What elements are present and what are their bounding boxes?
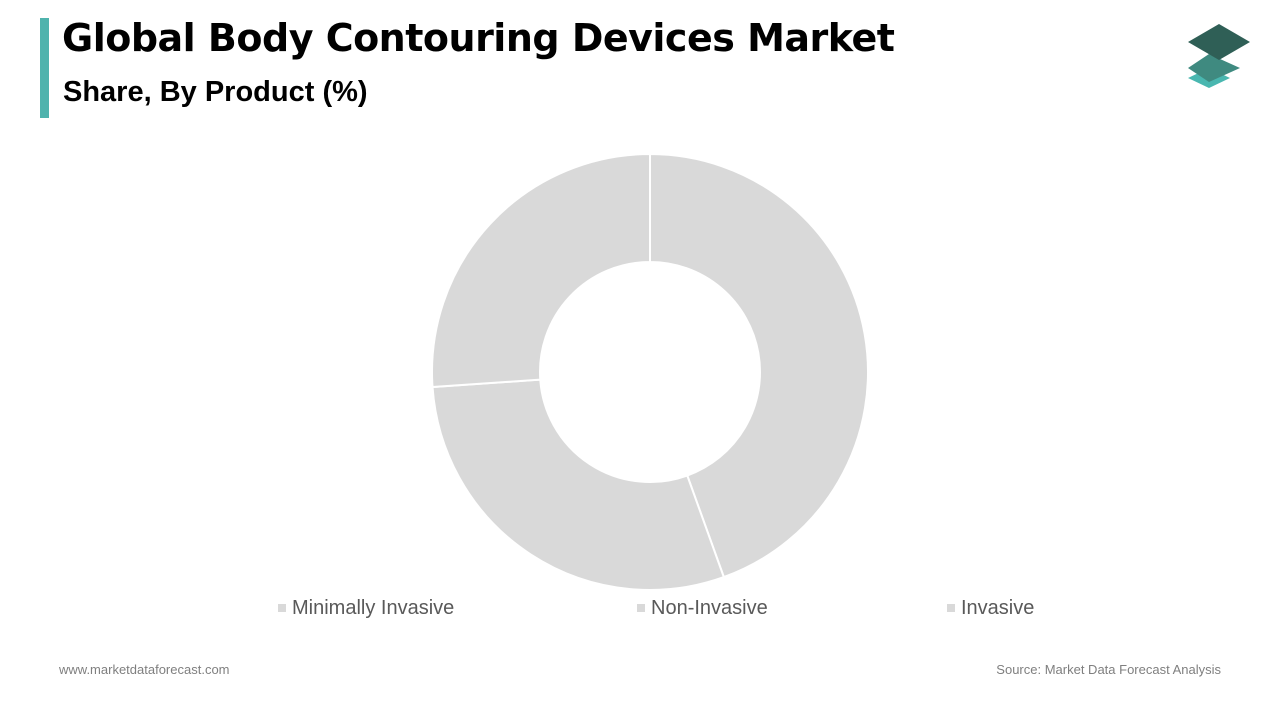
legend-swatch <box>278 604 286 612</box>
donut-slice-non-invasive <box>431 378 726 591</box>
legend-label: Non-Invasive <box>651 596 768 619</box>
legend-label: Minimally Invasive <box>292 596 455 619</box>
legend-item: Invasive <box>947 596 1034 620</box>
page-subtitle: Share, By Product (%) <box>63 76 368 108</box>
legend-item: Minimally Invasive <box>278 596 454 620</box>
logo-layer-top <box>1188 24 1250 60</box>
logo-layer-middle <box>1188 54 1240 82</box>
page-title: Global Body Contouring Devices Market <box>62 16 895 60</box>
title-accent-bar <box>40 18 49 118</box>
legend-swatch <box>637 604 645 612</box>
source-footer: Source: Market Data Forecast Analysis <box>996 662 1221 677</box>
donut-slices <box>431 152 869 591</box>
donut-slice-minimally-invasive <box>649 152 869 579</box>
legend-swatch <box>947 604 955 612</box>
donut-slice-invasive <box>431 152 651 389</box>
stacked-layers-icon <box>1188 24 1250 88</box>
legend-label: Invasive <box>961 596 1035 619</box>
website-footer: www.marketdataforecast.com <box>59 662 230 677</box>
legend-item: Non-Invasive <box>637 596 768 620</box>
